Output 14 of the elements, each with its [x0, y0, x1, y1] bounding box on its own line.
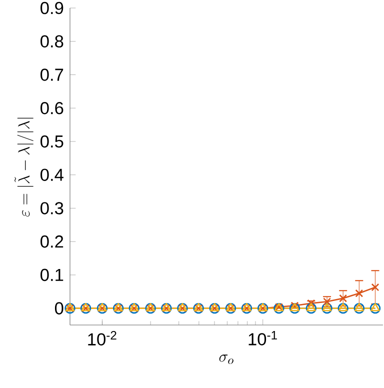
x-tick-label: 10$^{-2}$: [88, 331, 116, 346]
y-tick-label: 0.1: [40, 268, 64, 282]
y-tick-label: 0.9: [40, 2, 64, 14]
y-tick-label: 0.4: [40, 168, 64, 181]
x-axis-title: $\sigma_o$: [219, 354, 234, 364]
y-tick-label: 0.8: [40, 35, 64, 48]
x-tick-label: 10$^{-1}$: [248, 331, 277, 346]
y-tick-label: 0.2: [40, 235, 64, 248]
y-tick-label: 0.5: [40, 135, 64, 148]
y-tick-label: 0.3: [40, 202, 64, 214]
y-axis-title: $\varepsilon = |\tilde{\lambda}-\lambda|/|\lambda|$: [14, 118, 34, 217]
y-tick-label: 0: [54, 302, 64, 314]
y-tick-label: 0.6: [40, 102, 64, 114]
y-tick-label: 0.7: [40, 68, 64, 81]
